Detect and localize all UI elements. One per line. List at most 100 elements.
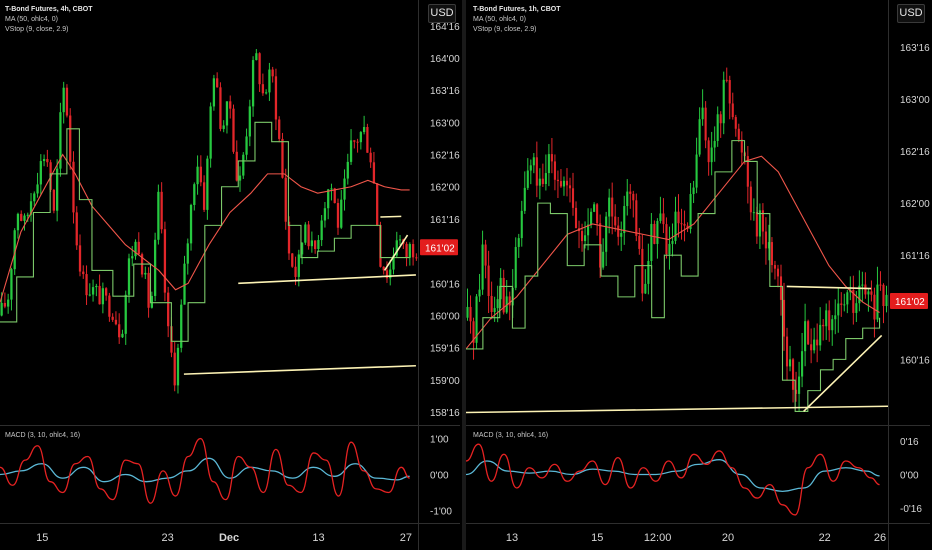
candle-body: [580, 231, 584, 242]
candle-body: [209, 106, 212, 159]
chart-title-right: T-Bond Futures, 1h, CBOT: [473, 6, 561, 13]
candle-body: [617, 225, 620, 237]
candle-body: [647, 260, 650, 284]
candle-body: [816, 339, 819, 346]
macd-y-tick-label: -0'16: [900, 504, 922, 515]
candle-body: [644, 283, 647, 294]
candle-body: [114, 319, 118, 325]
candle-body: [111, 316, 114, 320]
candle-body: [362, 127, 366, 133]
candle-body: [20, 213, 23, 221]
candle-body: [638, 235, 641, 249]
candle-body: [232, 108, 235, 152]
candle-body: [767, 242, 770, 249]
candle-body: [499, 277, 502, 300]
macd-y-tick-label: -1'00: [430, 506, 452, 517]
candle-body: [300, 242, 304, 255]
candle-body: [382, 266, 385, 271]
candle-body: [353, 140, 356, 142]
candle-body: [740, 139, 743, 153]
candle-body: [330, 188, 333, 190]
candle-body: [481, 244, 484, 290]
currency-button-left[interactable]: USD: [428, 4, 456, 23]
candle-body: [39, 161, 42, 185]
candle-body: [163, 229, 167, 293]
candle-body: [487, 265, 490, 296]
candle-body: [265, 92, 268, 94]
candle-body: [405, 243, 408, 258]
candle-body: [297, 254, 300, 277]
candle-body: [229, 101, 232, 109]
candles: [466, 67, 888, 411]
y-tick-label: 163'00: [430, 118, 460, 129]
candle-body: [29, 201, 33, 215]
candle-body: [680, 223, 683, 225]
candle-body: [46, 159, 49, 163]
candle-body: [346, 161, 349, 179]
x-tick-label: Dec: [219, 532, 239, 544]
candle-body: [3, 302, 7, 307]
candle-body: [180, 304, 183, 348]
candle-body: [313, 240, 317, 249]
y-tick-label: 158'16: [430, 408, 460, 419]
candle-body: [242, 154, 245, 176]
y-tick-label: 163'16: [900, 43, 930, 54]
candle-body: [134, 241, 137, 257]
candle-body: [36, 184, 39, 194]
candle-body: [118, 324, 121, 338]
y-tick-label: 164'00: [430, 54, 460, 65]
candle-body: [791, 359, 795, 390]
candle-body: [828, 310, 831, 331]
candle-body: [584, 235, 587, 242]
candle-body: [23, 215, 26, 221]
candle-body: [359, 132, 362, 143]
candle-body: [294, 266, 297, 277]
candle-body: [13, 230, 16, 270]
candle-body: [484, 244, 487, 266]
candle-body: [734, 117, 737, 129]
candle-body: [535, 157, 538, 186]
candle-body: [825, 310, 828, 327]
chart-title-left: T-Bond Futures, 4h, CBOT: [5, 6, 93, 13]
candle-body: [271, 69, 274, 77]
candle-body: [222, 125, 225, 129]
candle-body: [801, 351, 804, 377]
candle-body: [202, 182, 206, 210]
candle-body: [746, 156, 749, 187]
x-tick-label: 27: [400, 532, 412, 544]
candle-body: [659, 213, 662, 221]
candle-body: [490, 295, 493, 312]
candle-body: [268, 69, 271, 93]
candle-body: [144, 272, 147, 275]
candle-body: [304, 224, 307, 243]
candle-body: [225, 101, 229, 126]
candle-body: [550, 154, 553, 162]
candle-body: [846, 292, 849, 305]
candle-body: [798, 376, 801, 394]
candle-body: [108, 295, 111, 317]
candle-body: [16, 213, 20, 231]
macd-y-tick-label: 0'00: [430, 471, 449, 482]
candle-body: [629, 191, 632, 194]
candle-body: [599, 223, 602, 268]
candle-body: [538, 178, 541, 186]
candle-body: [376, 183, 379, 226]
candle-body: [810, 344, 813, 351]
candle-body: [876, 284, 879, 320]
currency-button-right[interactable]: USD: [897, 4, 925, 23]
candle-body: [728, 80, 731, 104]
candle-body: [885, 294, 888, 307]
candle-body: [343, 178, 346, 200]
candle-body: [882, 284, 885, 307]
candle-body: [662, 213, 665, 225]
candle-body: [274, 76, 278, 120]
ma-line: [465, 155, 880, 350]
candle-body: [614, 216, 617, 226]
candle-body: [737, 128, 740, 140]
candle-body: [840, 303, 843, 305]
candle-body: [758, 210, 761, 237]
candle-body: [219, 87, 222, 129]
candle-body: [0, 302, 3, 316]
candle-body: [189, 204, 193, 244]
x-tick-label: 20: [722, 532, 734, 544]
